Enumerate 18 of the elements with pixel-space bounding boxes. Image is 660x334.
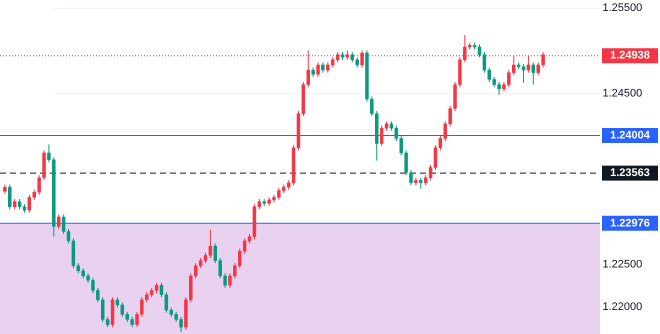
- ref-line-label: 1.22976: [610, 217, 650, 230]
- candlestick: [316, 62, 320, 78]
- candlestick: [321, 62, 325, 74]
- y-tick-label: 1.22500: [602, 258, 642, 270]
- ref-line-label: 1.24004: [610, 129, 651, 142]
- candlestick: [311, 67, 315, 78]
- candlestick: [12, 198, 16, 210]
- candlestick: [419, 177, 423, 190]
- candlestick: [532, 62, 536, 86]
- ref-line-label: 1.23563: [610, 167, 650, 180]
- y-tick-label: 1.22000: [602, 301, 642, 314]
- candlestick: [360, 50, 364, 68]
- candlestick: [56, 214, 60, 230]
- candlestick: [8, 184, 12, 210]
- candlestick: [3, 184, 7, 194]
- y-tick-label: 1.25500: [602, 2, 642, 14]
- y-tick-label: 1.24500: [602, 88, 642, 100]
- ref-line-label: 1.24938: [610, 50, 650, 62]
